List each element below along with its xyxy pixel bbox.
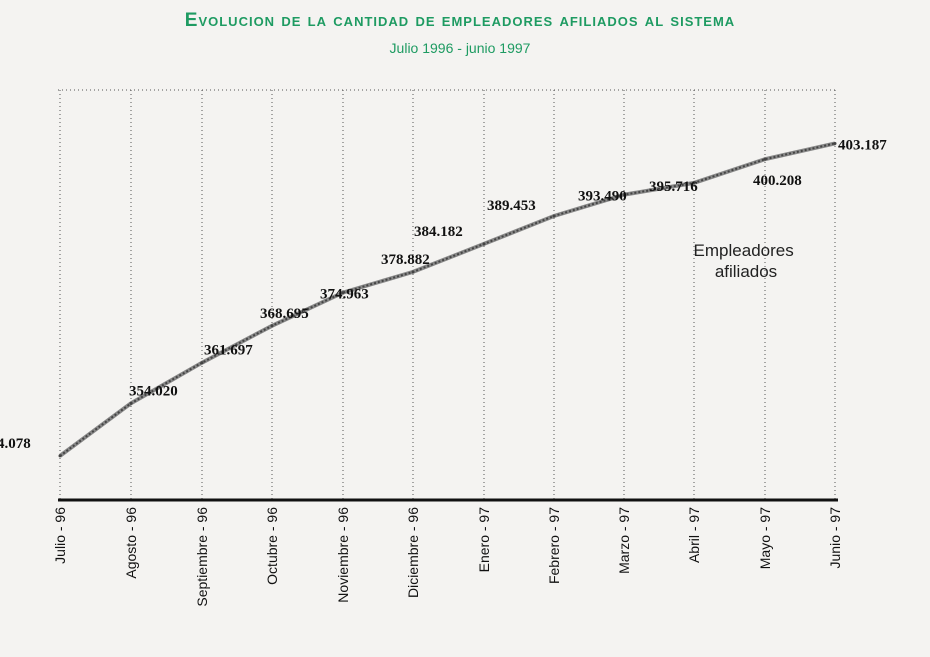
data-label: 395.716 [649,179,698,195]
data-label: 403.187 [838,137,887,153]
data-label: 384.182 [414,224,463,240]
data-point [58,454,62,458]
x-tick-label: Octubre - 96 [264,507,280,585]
data-label: 400.208 [753,173,802,189]
data-label: 378.882 [381,252,430,268]
data-label: 393.490 [578,189,627,205]
x-tick-label: Noviembre - 96 [335,507,351,603]
series-line [59,142,836,457]
x-tick-label: Septiembre - 96 [194,507,210,607]
x-tick-label: Febrero - 97 [546,507,562,584]
data-point [833,141,837,145]
data-point [341,291,345,295]
data-point [622,193,626,197]
chart-title: Evolucion de la cantidad de empleadores … [184,10,736,31]
x-tick-label: Mayo - 97 [757,507,773,569]
data-point [763,157,767,161]
data-point [411,270,415,274]
data-label: 368.695 [260,306,309,322]
x-tick-label: Marzo - 97 [616,507,632,574]
data-point [270,324,274,328]
series-empleadores-afiliados [58,141,837,458]
x-tick-label: Junio - 97 [827,507,843,569]
data-label: 374.963 [320,287,369,303]
data-label: 361.697 [204,343,253,359]
data-label: 389.453 [487,198,536,214]
data-label: 344.078 [0,436,31,452]
data-point [129,401,133,405]
x-tick-label: Agosto - 96 [123,507,139,579]
data-point [692,181,696,185]
x-tick-label: Diciembre - 96 [405,507,421,598]
data-labels: 344.078 354.020 361.697 368.695 374.963 378.8… [0,137,887,451]
x-tick-label: Julio - 96 [52,507,68,564]
x-tick-labels: Julio - 96 Agosto - 96 Septiembre - 96 Octu… [52,507,843,607]
x-tick-label: Abril - 97 [686,507,702,563]
data-point [552,214,556,218]
data-label: 354.020 [129,383,178,399]
chart-subtitle: Julio 1996 - junio 1997 [389,40,531,56]
series-label: Empleadores afiliados [694,241,799,281]
data-point [482,242,486,246]
data-point [200,361,204,365]
grid-lines [58,89,836,500]
x-tick-label: Enero - 97 [476,507,492,573]
series-line-shadow [58,141,836,458]
